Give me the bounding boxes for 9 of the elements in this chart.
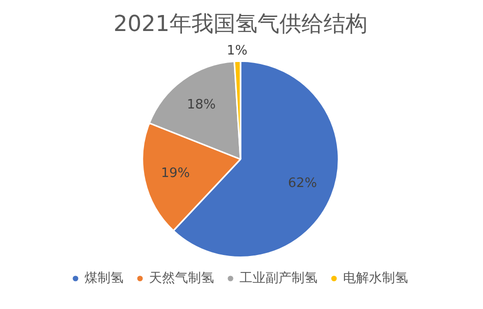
- data-label: 62%: [288, 176, 317, 192]
- legend-label: 工业副产制氢: [240, 270, 318, 286]
- data-label: 19%: [160, 166, 190, 182]
- legend-label: 天然气制氢: [149, 270, 214, 286]
- data-label: 1%: [226, 44, 248, 59]
- chart-title: 2021年我国氢气供给结构: [114, 12, 368, 37]
- legend-label: 电解水制氢: [343, 270, 408, 286]
- data-label: 18%: [186, 98, 216, 113]
- legend-label: 煤制氢: [84, 270, 124, 286]
